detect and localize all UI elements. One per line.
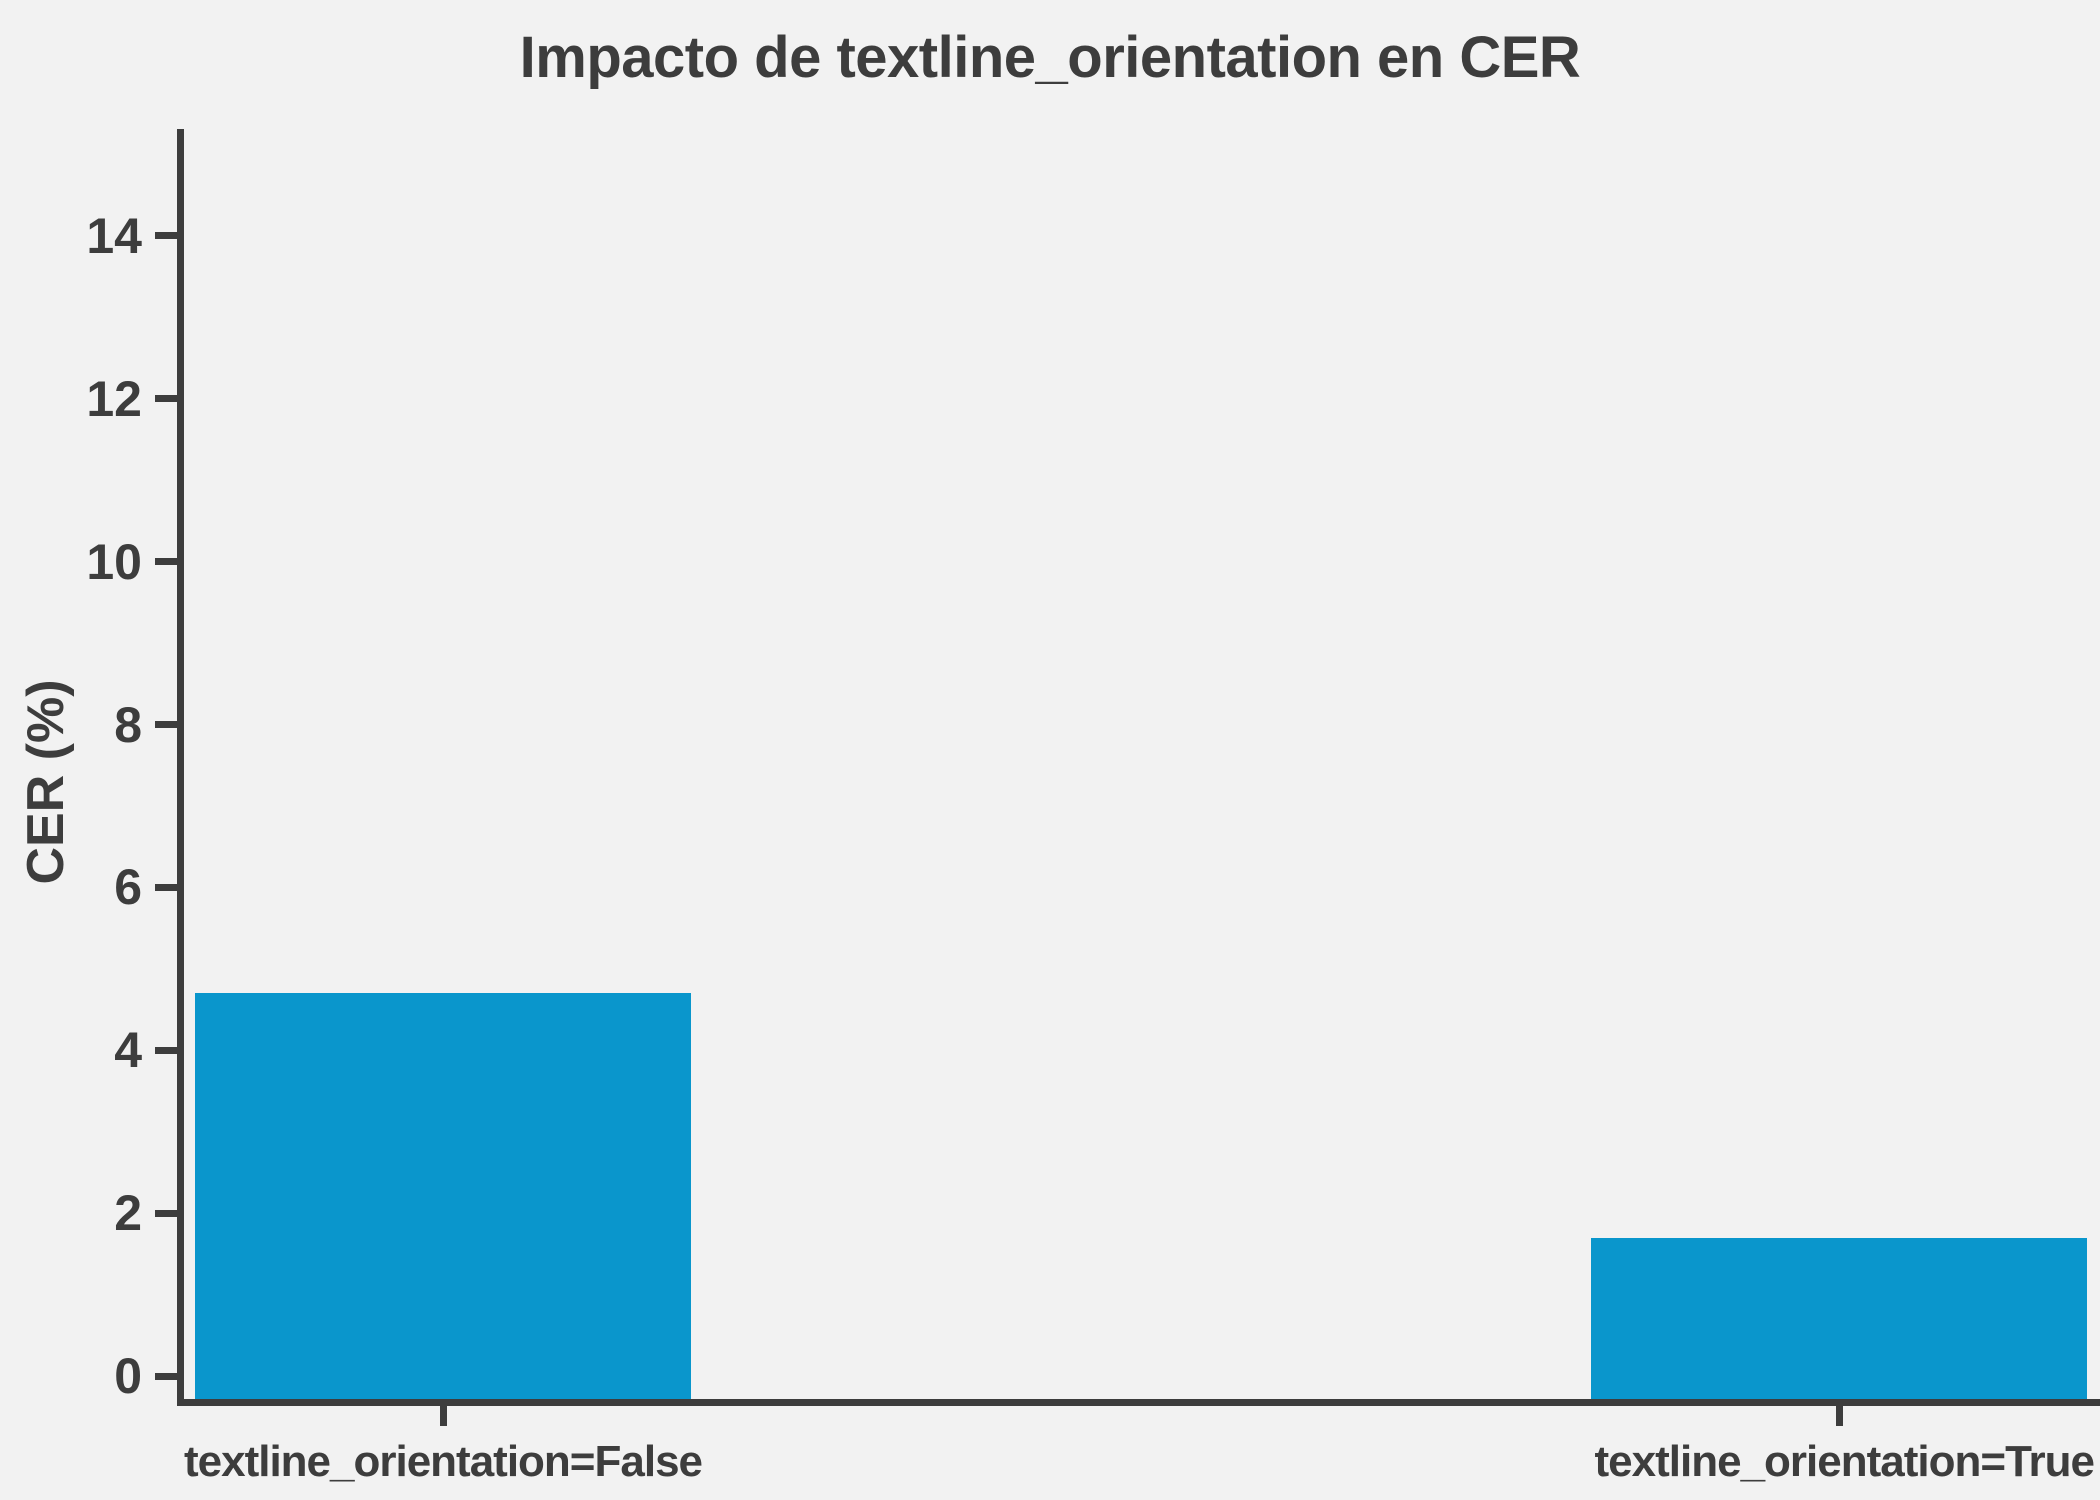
x-tick-mark (439, 1406, 447, 1426)
y-tick-label: 2 (114, 1185, 142, 1242)
x-tick-mark (1835, 1406, 1843, 1426)
chart-title: Impacto de textline_orientation en CER (519, 25, 1581, 90)
y-axis-spine (177, 129, 184, 1406)
y-tick-mark (155, 1372, 177, 1380)
y-tick-mark (155, 721, 177, 729)
y-tick-label: 0 (114, 1348, 142, 1404)
bar-textline_orientation=True (1591, 1237, 2087, 1399)
y-tick-mark (155, 1209, 177, 1217)
y-tick-label: 10 (86, 533, 142, 590)
x-axis-spine (177, 1399, 2100, 1406)
y-tick-label: 12 (86, 370, 142, 427)
bar-textline_orientation=False (195, 993, 691, 1399)
y-tick-label: 8 (114, 696, 142, 753)
y-tick-mark (155, 1046, 177, 1054)
y-tick-mark (155, 395, 177, 403)
y-tick-label: 6 (114, 859, 142, 916)
y-tick-mark (155, 558, 177, 566)
y-tick-label: 14 (86, 207, 142, 264)
y-tick-label: 4 (114, 1022, 142, 1079)
x-tick-label: textline_orientation=True (1594, 1437, 2095, 1486)
y-tick-mark (155, 232, 177, 240)
x-tick-label: textline_orientation=False (183, 1437, 703, 1486)
y-tick-mark (155, 883, 177, 891)
